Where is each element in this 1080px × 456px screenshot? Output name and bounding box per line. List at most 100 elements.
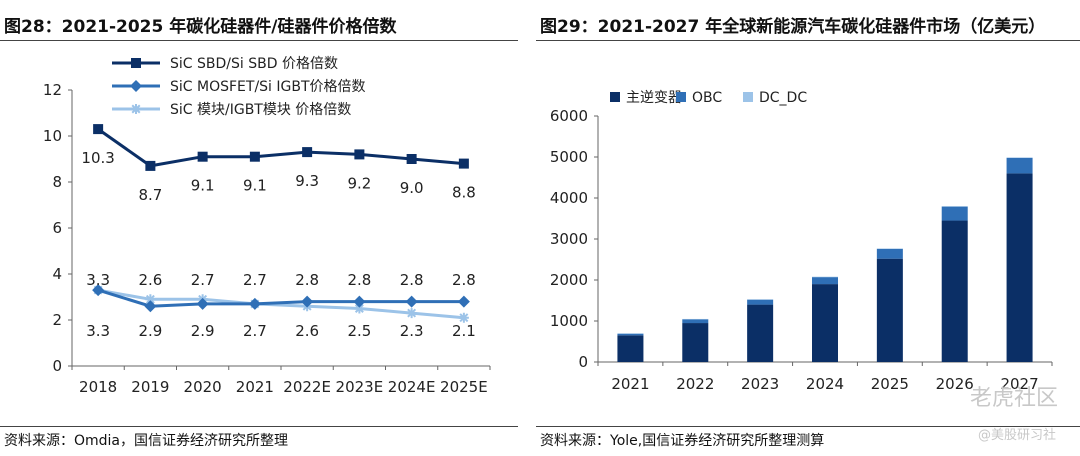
- x-tick-label: 2023E: [336, 378, 384, 396]
- price-multiple-line-chart: 0 2 4 6 8 10 12 2018 2019 2020 2021 2022E 2023E 2024E…: [43, 56, 491, 396]
- data-label: 2.8: [400, 271, 424, 289]
- data-label: 2.9: [138, 322, 162, 340]
- right-source-rule: [536, 426, 1080, 427]
- data-label: 9.2: [347, 174, 371, 192]
- left-source-rule: [0, 426, 518, 427]
- legend-label: SiC SBD/Si SBD 价格倍数: [170, 56, 338, 72]
- bar-segment: [747, 304, 774, 362]
- x-tick-label: 2018: [79, 378, 117, 396]
- data-label: 2.6: [295, 322, 319, 340]
- bar-segment: [682, 319, 709, 324]
- data-point: [457, 295, 470, 308]
- data-label: 9.1: [191, 177, 215, 195]
- legend-label: SiC MOSFET/Si IGBT价格倍数: [170, 79, 366, 95]
- x-tick-label: 2023: [741, 375, 779, 393]
- data-point: [144, 300, 157, 313]
- watermark-logo-text: 老虎社区: [969, 386, 1058, 411]
- legend-label: 主逆变器: [626, 90, 682, 106]
- left-source-note: 资料来源：Omdia，国信证券经济研究所整理: [4, 433, 289, 449]
- legend-marker: [130, 80, 142, 92]
- y-tick-label: 3000: [550, 230, 588, 248]
- legend-label: DC_DC: [759, 90, 807, 106]
- watermark-handle: @美股研习社: [977, 428, 1056, 443]
- bar-segment: [941, 206, 968, 221]
- x-tick-label: 2020: [184, 378, 222, 396]
- sic-market-stacked-bar-chart: 0 1000 2000 3000 4000 5000 6000 2021 2022 2023 202…: [550, 90, 1053, 393]
- x-tick-label: 2021: [611, 375, 649, 393]
- legend-swatch: [610, 92, 620, 102]
- right-title-rule: [536, 40, 1080, 41]
- data-label: 8.8: [452, 184, 476, 202]
- y-tick-label: 2000: [550, 271, 588, 289]
- left-title-rule: [0, 40, 518, 41]
- data-label: 2.7: [243, 322, 267, 340]
- y-tick-label: 2: [52, 311, 62, 329]
- bar-segment: [747, 299, 774, 305]
- series-line: [97, 288, 465, 320]
- y-tick-label: 10: [43, 127, 62, 145]
- data-label: 2.7: [243, 271, 267, 289]
- data-point: [406, 308, 417, 319]
- x-tick-label: 2022E: [283, 378, 331, 396]
- right-figure-panel: 图29：2021-2027 年全球新能源汽车碳化硅器件市场（亿美元） 0 1000…: [536, 0, 1080, 456]
- y-tick-label: 0: [52, 357, 62, 375]
- x-tick-label: 2021: [236, 378, 274, 396]
- data-point: [145, 160, 156, 171]
- y-tick-label: 6: [52, 219, 62, 237]
- data-label: 2.8: [295, 271, 319, 289]
- data-label: 9.1: [243, 177, 267, 195]
- data-label: 2.6: [138, 271, 162, 289]
- data-point: [197, 151, 208, 162]
- y-tick-label: 6000: [550, 107, 588, 125]
- legend-swatch: [743, 92, 753, 102]
- left-figure-title: 图28：2021-2025 年碳化硅器件/硅器件价格倍数: [4, 17, 397, 37]
- x-tick-label: 2027: [1000, 375, 1038, 393]
- y-tick-label: 5000: [550, 148, 588, 166]
- y-tick-label: 12: [43, 81, 62, 99]
- data-label: 3.3: [86, 271, 110, 289]
- data-label: 2.8: [452, 271, 476, 289]
- data-point: [405, 295, 418, 308]
- data-point: [458, 312, 469, 323]
- data-label: 10.3: [81, 149, 114, 167]
- data-point: [301, 295, 314, 308]
- data-point: [248, 297, 261, 310]
- data-label: 9.0: [400, 179, 424, 197]
- data-point: [354, 149, 365, 160]
- data-point: [354, 303, 365, 314]
- data-label: 2.3: [400, 322, 424, 340]
- left-figure-panel: 图28：2021-2025 年碳化硅器件/硅器件价格倍数 0 2 4 6 8 10 12 20…: [0, 0, 518, 456]
- bar-segment: [1006, 173, 1033, 362]
- data-label: 2.7: [191, 271, 215, 289]
- data-label: 9.3: [295, 172, 319, 190]
- y-tick-label: 8: [52, 173, 62, 191]
- bar-segment: [941, 220, 968, 362]
- y-tick-label: 4000: [550, 189, 588, 207]
- x-tick-label: 2025E: [440, 378, 488, 396]
- x-tick-label: 2019: [131, 378, 169, 396]
- data-point: [353, 295, 366, 308]
- data-point: [406, 154, 417, 164]
- data-point: [145, 294, 156, 305]
- right-figure-title: 图29：2021-2027 年全球新能源汽车碳化硅器件市场（亿美元）: [540, 17, 1046, 37]
- legend-label: SiC 模块/IGBT模块 价格倍数: [170, 102, 351, 118]
- bar-segment: [812, 277, 838, 285]
- series-line: [97, 127, 465, 168]
- series-line: [97, 288, 464, 308]
- data-label: 2.9: [191, 322, 215, 340]
- data-label: 3.3: [86, 322, 110, 340]
- data-label: 8.7: [138, 186, 162, 204]
- y-tick-label: 1000: [550, 312, 588, 330]
- data-point: [92, 284, 105, 297]
- bar-segment: [876, 258, 903, 362]
- bar-segment: [617, 335, 644, 362]
- bar-segment: [812, 284, 838, 362]
- legend-marker: [131, 58, 141, 68]
- data-point: [302, 147, 313, 158]
- data-point: [196, 297, 209, 310]
- bar-segment: [617, 333, 644, 336]
- y-tick-label: 4: [52, 265, 62, 283]
- bar-segment: [682, 323, 709, 362]
- y-tick-label: 0: [578, 353, 588, 371]
- x-tick-label: 2024E: [388, 378, 436, 396]
